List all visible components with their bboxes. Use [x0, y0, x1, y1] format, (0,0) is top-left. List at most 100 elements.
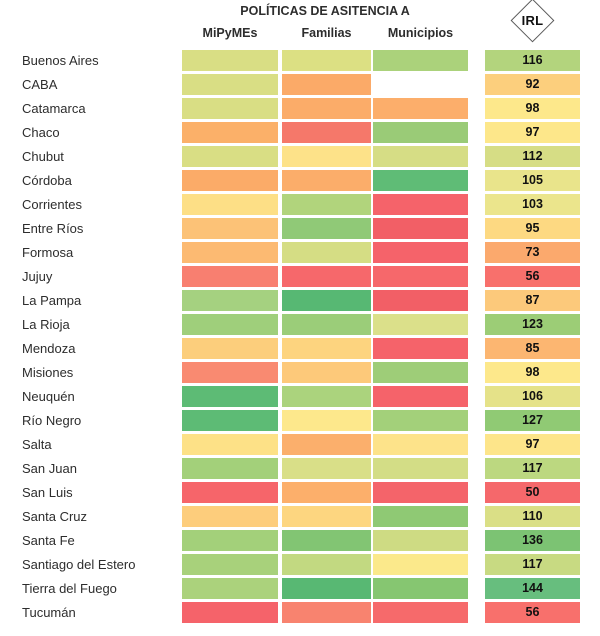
heatmap-cell-familias	[282, 194, 371, 215]
heatmap-cell-familias	[282, 362, 371, 383]
province-label: La Rioja	[22, 317, 70, 332]
province-label: Catamarca	[22, 101, 86, 116]
heatmap-cell-mipymes	[182, 386, 278, 407]
table-row: La Rioja 123	[0, 314, 580, 335]
province-label: CABA	[22, 77, 58, 92]
irl-value-cell: 85	[485, 338, 580, 359]
heatmap-cell-mipymes	[182, 314, 278, 335]
heatmap-cell-familias	[282, 434, 371, 455]
heatmap-cell-municipios	[373, 506, 468, 527]
table-row: Tierra del Fuego 144	[0, 578, 580, 599]
table-row: La Pampa 87	[0, 290, 580, 311]
figure-title: POLÍTICAS DE ASITENCIA A	[240, 4, 410, 18]
heatmap-cell-mipymes	[182, 242, 278, 263]
heatmap-cell-familias	[282, 602, 371, 623]
irl-value-cell: 73	[485, 242, 580, 263]
heatmap-cell-municipios	[373, 266, 468, 287]
heatmap-cell-municipios	[373, 434, 468, 455]
heatmap-cell-familias	[282, 98, 371, 119]
heatmap-cell-familias	[282, 74, 371, 95]
irl-value-cell: 123	[485, 314, 580, 335]
province-label: Salta	[22, 437, 52, 452]
heatmap-cell-mipymes	[182, 338, 278, 359]
table-row: CABA 92	[0, 74, 580, 95]
heatmap-cell-familias	[282, 146, 371, 167]
province-label: Santa Fe	[22, 533, 75, 548]
province-label: Formosa	[22, 245, 74, 260]
province-label: Río Negro	[22, 413, 82, 428]
heatmap-cell-mipymes	[182, 506, 278, 527]
heatmap-cell-mipymes	[182, 530, 278, 551]
table-row: Entre Ríos 95	[0, 218, 580, 239]
heatmap-cell-mipymes	[182, 554, 278, 575]
column-header-mipymes: MiPyMEs	[202, 26, 258, 40]
province-label: Mendoza	[22, 341, 76, 356]
column-header-spacer	[0, 26, 182, 40]
irl-value-cell: 110	[485, 506, 580, 527]
heatmap-cell-municipios	[373, 242, 468, 263]
heatmap-cell-mipymes	[182, 170, 278, 191]
irl-value-cell: 95	[485, 218, 580, 239]
table-row: Buenos Aires 116	[0, 50, 580, 71]
table-row: Jujuy 56	[0, 266, 580, 287]
irl-value-cell: 56	[485, 266, 580, 287]
table-row: Tucumán 56	[0, 602, 580, 623]
province-label: Misiones	[22, 365, 74, 380]
table-row: Neuquén 106	[0, 386, 580, 407]
irl-value-cell: 97	[485, 122, 580, 143]
province-label: Tierra del Fuego	[22, 581, 117, 596]
heatmap-cell-familias	[282, 530, 371, 551]
province-label: Córdoba	[22, 173, 72, 188]
heatmap-cell-familias	[282, 314, 371, 335]
province-label: Neuquén	[22, 389, 75, 404]
table-row: Corrientes 103	[0, 194, 580, 215]
table-row: Chaco 97	[0, 122, 580, 143]
heatmap-cell-familias	[282, 410, 371, 431]
table-row: Río Negro 127	[0, 410, 580, 431]
irl-value-cell: 117	[485, 554, 580, 575]
column-header-familias: Familias	[301, 26, 352, 40]
province-label: Santiago del Estero	[22, 557, 136, 572]
province-label: Buenos Aires	[22, 53, 99, 68]
heatmap-cell-mipymes	[182, 146, 278, 167]
heatmap-cell-familias	[282, 266, 371, 287]
figure-header: POLÍTICAS DE ASITENCIA A MiPyMEs Familia…	[0, 0, 600, 50]
table-row: Santa Fe 136	[0, 530, 580, 551]
province-label: Santa Cruz	[22, 509, 88, 524]
heatmap-cell-municipios	[373, 602, 468, 623]
column-header-municipios: Municipios	[387, 26, 454, 40]
heatmap-cell-mipymes	[182, 578, 278, 599]
heatmap-cell-municipios	[373, 338, 468, 359]
province-label: Entre Ríos	[22, 221, 84, 236]
heatmap-cell-municipios	[373, 290, 468, 311]
heatmap-cell-municipios	[373, 578, 468, 599]
table-row: San Juan 117	[0, 458, 580, 479]
heatmap-cell-mipymes	[182, 458, 278, 479]
irl-value-cell: 98	[485, 362, 580, 383]
irl-value-cell: 50	[485, 482, 580, 503]
heatmap-cell-familias	[282, 338, 371, 359]
heatmap-cell-familias	[282, 386, 371, 407]
heatmap-cell-mipymes	[182, 98, 278, 119]
heatmap-cell-municipios	[373, 314, 468, 335]
table-row: San Luis 50	[0, 482, 580, 503]
heatmap-cell-mipymes	[182, 602, 278, 623]
irl-value-cell: 112	[485, 146, 580, 167]
irl-value-cell: 106	[485, 386, 580, 407]
heatmap-cell-mipymes	[182, 218, 278, 239]
column-headers: MiPyMEs Familias Municipios	[0, 26, 485, 40]
irl-value-cell: 98	[485, 98, 580, 119]
heatmap-cell-municipios	[373, 74, 468, 95]
province-label: San Luis	[22, 485, 73, 500]
heatmap-cell-municipios	[373, 170, 468, 191]
heatmap-cell-mipymes	[182, 266, 278, 287]
heatmap-cell-familias	[282, 458, 371, 479]
irl-diamond-icon: IRL	[510, 0, 555, 43]
heatmap-cell-municipios	[373, 194, 468, 215]
heatmap-cell-familias	[282, 554, 371, 575]
heatmap-cell-municipios	[373, 410, 468, 431]
table-row: Mendoza 85	[0, 338, 580, 359]
heatmap-cell-mipymes	[182, 290, 278, 311]
table-row: Santiago del Estero 117	[0, 554, 580, 575]
